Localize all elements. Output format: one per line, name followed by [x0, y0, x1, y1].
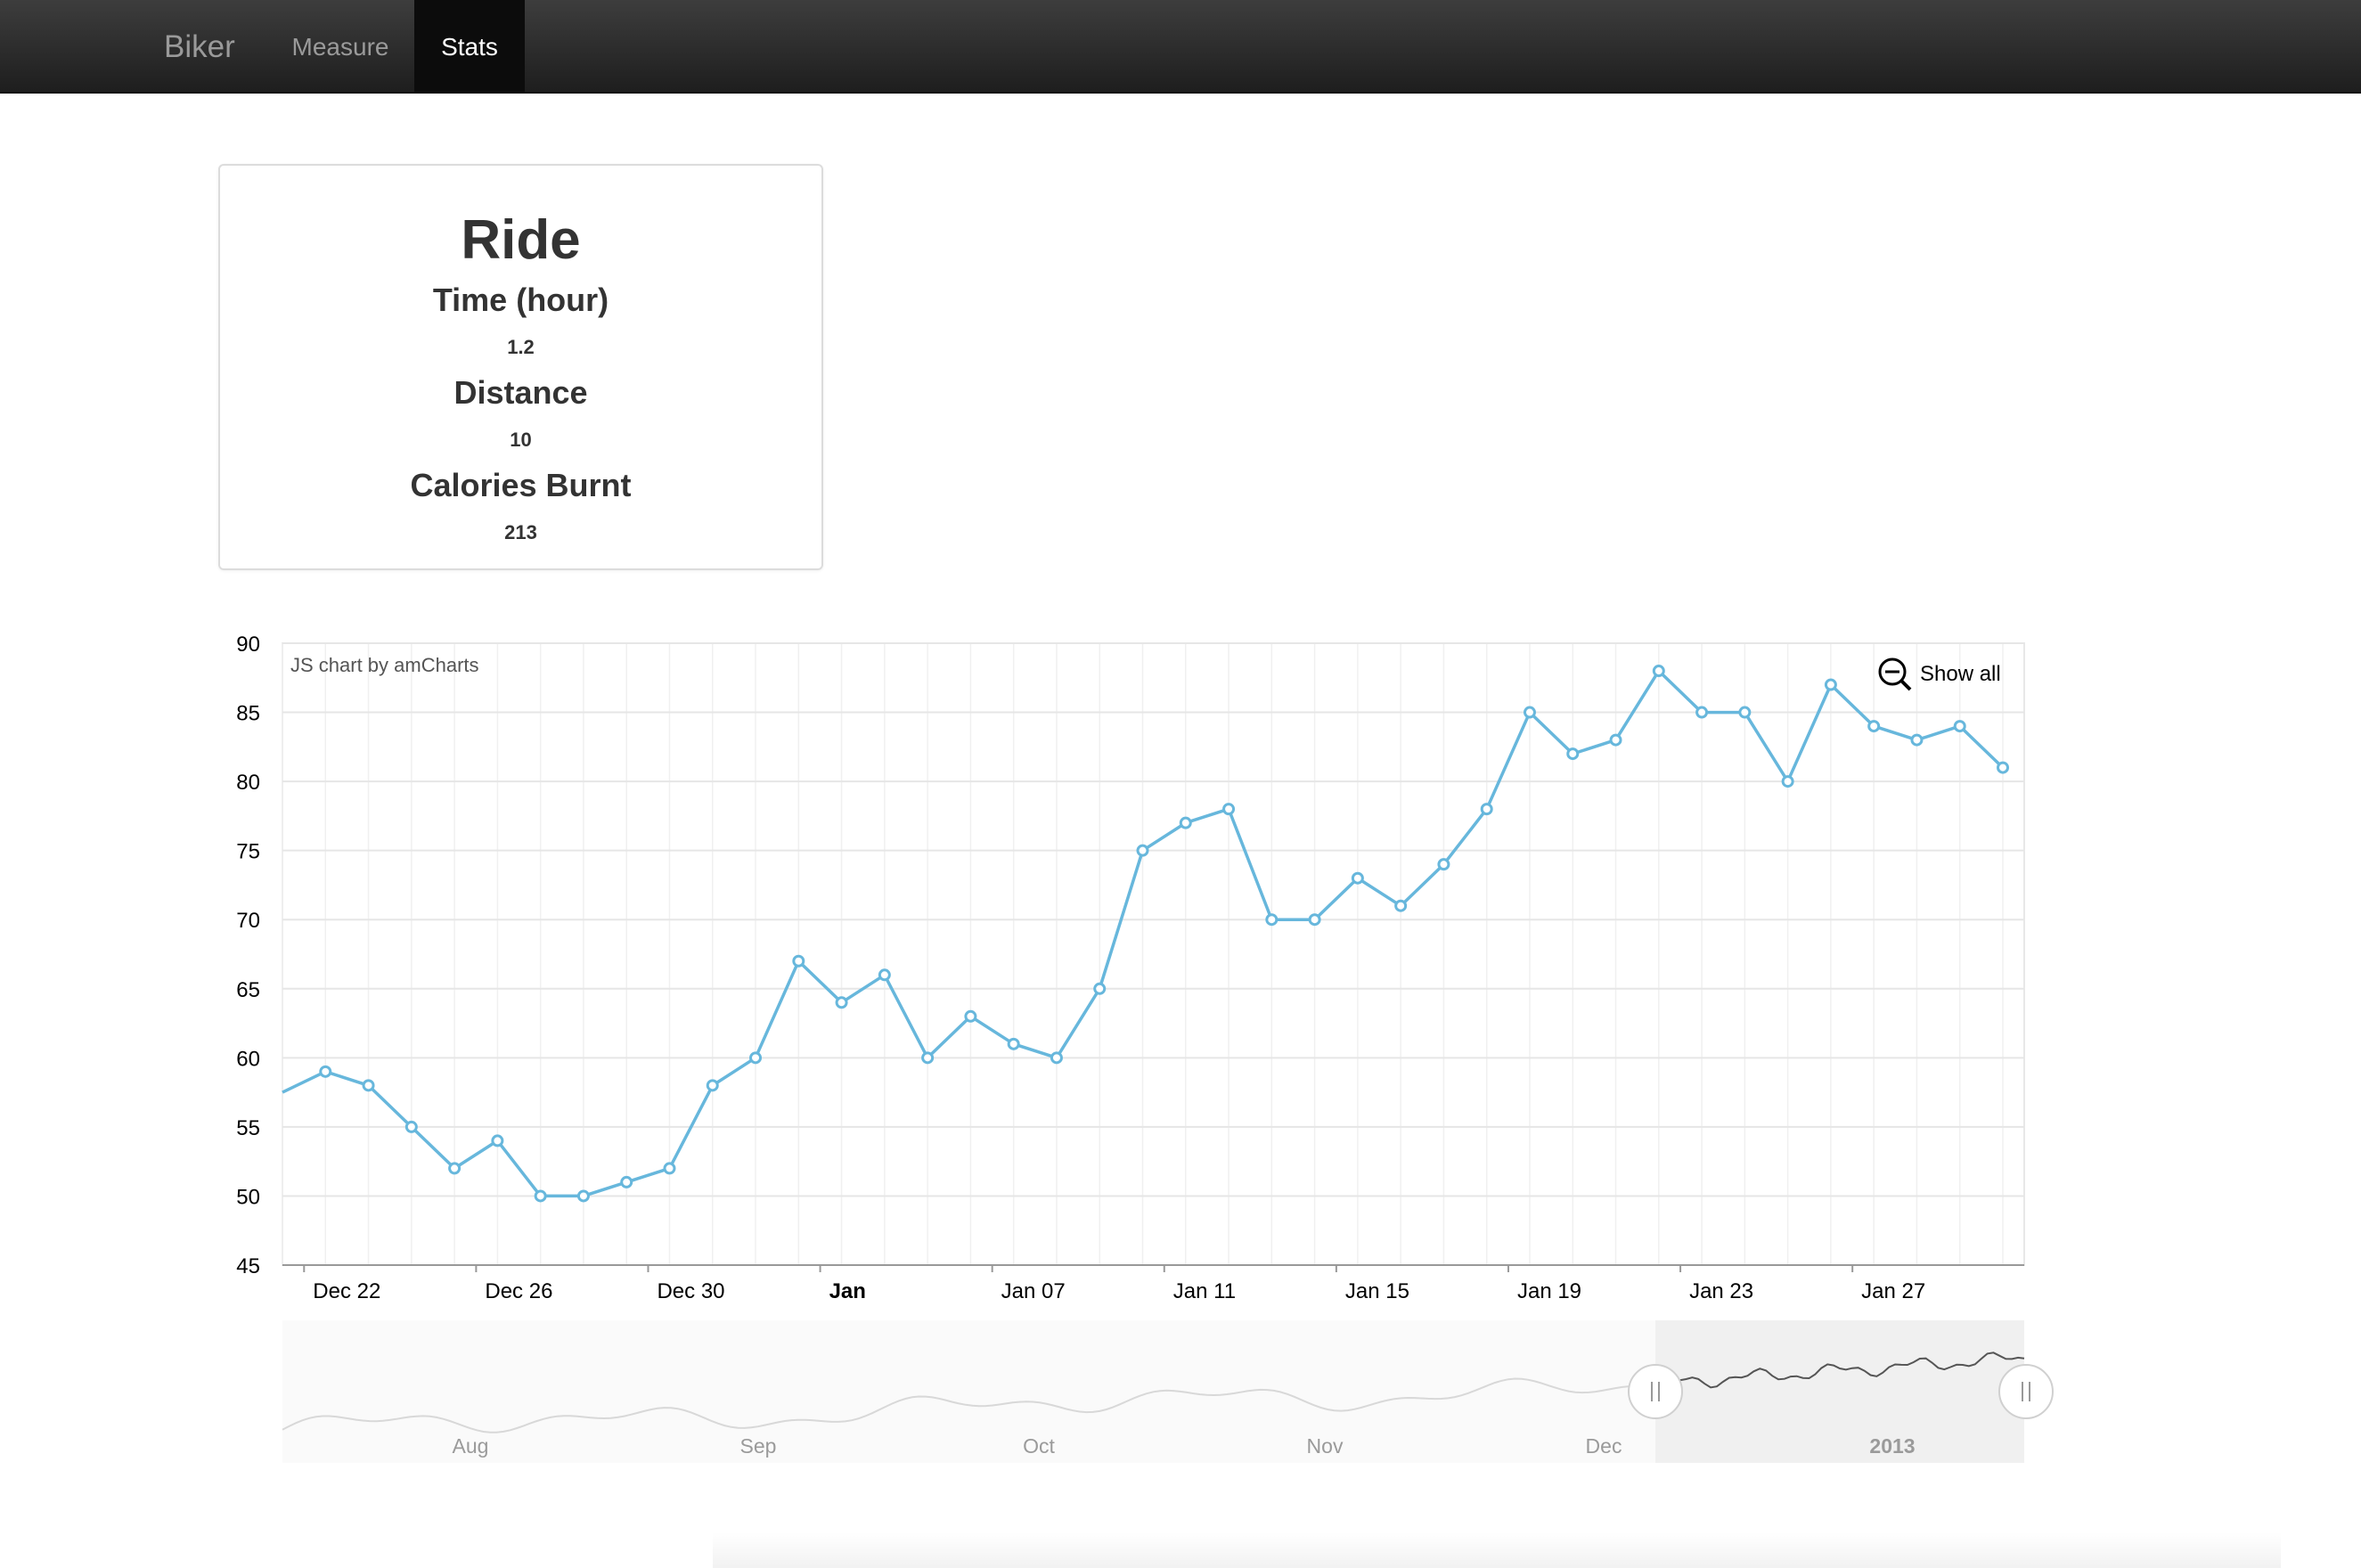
data-point	[1050, 1051, 1063, 1065]
data-point	[491, 1134, 504, 1147]
data-point	[620, 1175, 633, 1188]
y-tick-label: 55	[236, 1116, 260, 1140]
x-tick-label: Jan	[829, 1279, 866, 1303]
x-tick-label: Jan 15	[1345, 1279, 1409, 1303]
data-point	[1093, 982, 1107, 995]
navigator-label: Sep	[740, 1434, 777, 1458]
x-tick-label: Jan 23	[1689, 1279, 1753, 1303]
data-point	[1824, 678, 1837, 691]
data-point	[921, 1051, 935, 1065]
navigator-label: Nov	[1307, 1434, 1344, 1458]
data-point	[1007, 1037, 1020, 1050]
data-point	[319, 1065, 332, 1078]
data-point	[1652, 665, 1665, 678]
card-title: Ride	[461, 209, 581, 271]
y-tick-label: 50	[236, 1185, 260, 1209]
data-point	[878, 968, 891, 982]
data-point	[1308, 913, 1321, 927]
y-tick-label: 80	[236, 771, 260, 795]
data-point	[1997, 761, 2009, 774]
data-point	[1566, 747, 1580, 761]
x-tick-label: Jan 27	[1861, 1279, 1925, 1303]
navigator-label: Oct	[1023, 1434, 1055, 1458]
y-tick-label: 85	[236, 702, 260, 726]
data-point	[835, 996, 848, 1009]
navbar: Biker Measure Stats	[0, 0, 2361, 94]
data-point	[1953, 720, 1966, 733]
data-point	[362, 1079, 375, 1092]
data-point	[1867, 720, 1881, 733]
navigator-selected-line	[1654, 1352, 2025, 1389]
data-point	[1738, 706, 1752, 719]
distance-label: Distance	[453, 374, 588, 411]
data-point	[964, 1009, 977, 1023]
data-point	[1394, 899, 1408, 912]
data-point	[1480, 803, 1493, 816]
data-point	[576, 1189, 590, 1203]
x-tick-label: Dec 22	[313, 1279, 380, 1303]
data-point	[792, 954, 805, 968]
plot-area	[282, 642, 2025, 1266]
data-point	[1437, 858, 1450, 871]
data-point	[1781, 775, 1794, 788]
page-bottom-shadow	[713, 1532, 2281, 1568]
show-all-label[interactable]: Show all	[1920, 662, 2001, 686]
data-point	[1609, 733, 1622, 747]
y-tick-label: 45	[236, 1254, 260, 1278]
data-point	[663, 1162, 676, 1175]
x-tick-label: Jan 19	[1517, 1279, 1581, 1303]
calories-value: 213	[504, 521, 537, 543]
navigator-left-grip[interactable]	[1628, 1364, 1683, 1419]
y-tick-label: 90	[236, 633, 260, 657]
time-label: Time (hour)	[432, 282, 609, 318]
x-tick-label: Jan 11	[1173, 1279, 1236, 1303]
y-tick-label: 75	[236, 840, 260, 864]
navigator-label: Dec	[1586, 1434, 1622, 1458]
ride-summary-card: Ride Time (hour) 1.2 Distance 10 Calorie…	[218, 164, 823, 570]
distance-value: 10	[510, 429, 532, 451]
nav-measure[interactable]: Measure	[291, 33, 389, 61]
data-point	[1351, 871, 1364, 885]
data-point	[1136, 844, 1149, 857]
data-point	[1910, 733, 1924, 747]
chart-credit: JS chart by amCharts	[290, 654, 479, 676]
brand-link[interactable]: Biker	[164, 29, 235, 64]
navigator-label: Aug	[453, 1434, 489, 1458]
x-tick-label: Jan 07	[1001, 1279, 1066, 1303]
navigator-selection	[1655, 1320, 2024, 1463]
y-tick-label: 70	[236, 909, 260, 933]
navigator-label: 2013	[1869, 1434, 1915, 1458]
y-tick-label: 60	[236, 1047, 260, 1071]
navigator-right-grip[interactable]	[1998, 1364, 2054, 1419]
nav-stats[interactable]: Stats	[414, 0, 525, 92]
data-point	[706, 1079, 719, 1092]
data-point	[448, 1162, 462, 1175]
x-tick-label: Dec 26	[485, 1279, 552, 1303]
x-tick-label: Dec 30	[657, 1279, 724, 1303]
data-point	[749, 1051, 763, 1065]
data-point	[534, 1189, 547, 1203]
data-point	[1222, 803, 1236, 816]
data-point	[1695, 706, 1709, 719]
grip-circle	[1998, 1364, 2054, 1419]
grip-circle	[1628, 1364, 1683, 1419]
time-value: 1.2	[507, 336, 535, 358]
show-all-button[interactable]: Show all	[1878, 657, 2001, 691]
data-point	[404, 1120, 418, 1133]
data-point	[1179, 816, 1192, 829]
y-tick-label: 65	[236, 978, 260, 1002]
zoom-out-icon	[1878, 657, 1907, 686]
calories-label: Calories Burnt	[410, 467, 632, 503]
data-point	[1523, 706, 1536, 719]
zoom-out-icon-handle	[1899, 679, 1912, 691]
data-point	[1265, 913, 1279, 927]
